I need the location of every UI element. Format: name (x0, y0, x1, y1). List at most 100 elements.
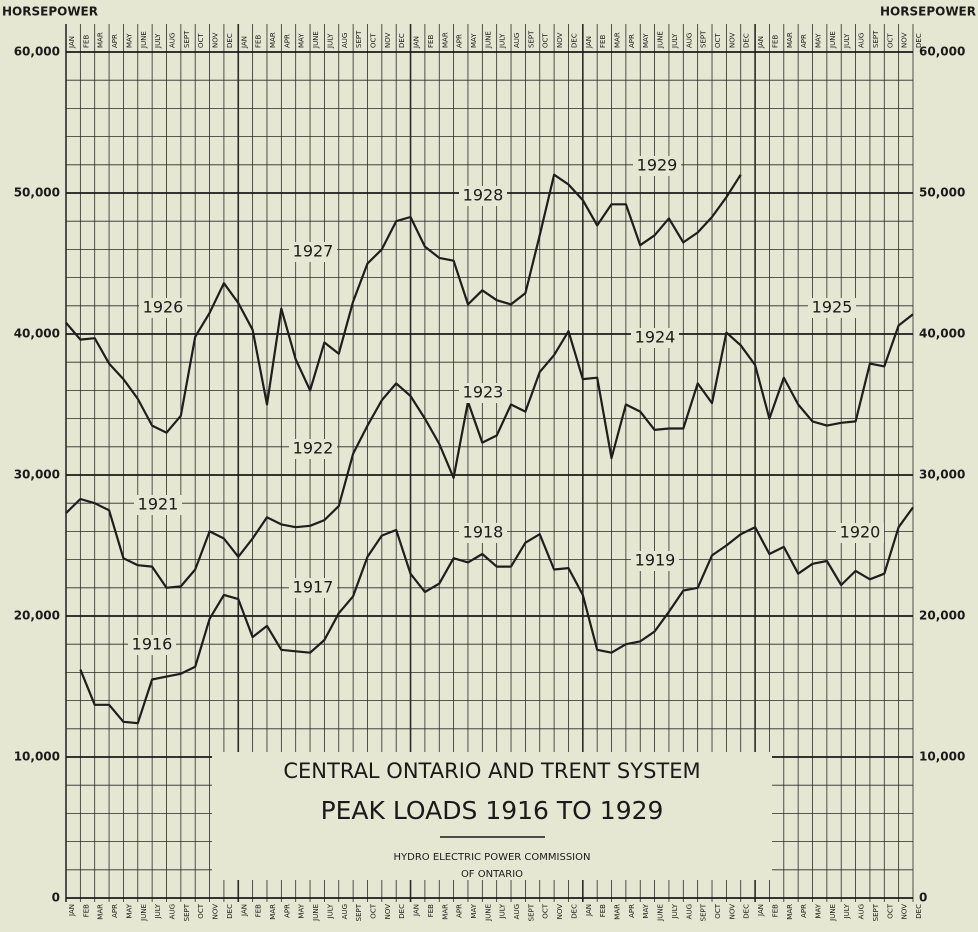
x-tick-label: SEPT (355, 903, 363, 921)
series-label-background (128, 635, 176, 655)
x-tick-label: OCT (369, 33, 377, 48)
y-tick-label: 0 (52, 891, 60, 905)
series-label: 1923 (463, 383, 504, 402)
x-tick-label: JUNE (484, 904, 492, 922)
x-tick-label: OCT (714, 33, 722, 48)
x-tick-label: JAN (757, 36, 765, 49)
series-label: 1918 (463, 523, 504, 542)
x-tick-label: JUNE (312, 31, 320, 49)
chart-subtitle: PEAK LOADS 1916 TO 1929 (321, 796, 664, 825)
x-tick-label: MAR (614, 904, 622, 920)
x-tick-label: JULY (326, 33, 334, 49)
x-tick-label: APR (111, 904, 119, 918)
y2-tick-label: 30,000 (919, 468, 965, 482)
y-tick-label: 30,000 (14, 468, 60, 482)
x-tick-label: SEPT (700, 903, 708, 921)
x-tick-label: JULY (499, 903, 507, 919)
x-tick-label: MAR (97, 904, 105, 920)
x-tick-label: DEC (398, 33, 406, 48)
x-tick-label: SEPT (872, 30, 880, 48)
x-tick-label: AUG (858, 904, 866, 919)
series-label-background (836, 523, 884, 543)
x-tick-label: JULY (843, 33, 851, 49)
x-tick-label: SEPT (527, 903, 535, 921)
x-tick-label: JUNE (829, 31, 837, 49)
source: HYDRO ELECTRIC POWER COMMISSION (394, 852, 591, 863)
x-tick-label: DEC (570, 904, 578, 919)
y-tick-label: 20,000 (14, 609, 60, 623)
series-label: 1920 (840, 523, 881, 542)
grid: JAN JAN FEB FEB MAR MAR APR APR MAY MAY JUNE JUNE JU… (14, 24, 965, 922)
x-tick-label: APR (456, 904, 464, 918)
x-tick-label: MAY (815, 903, 823, 918)
x-tick-label: OCT (369, 903, 377, 918)
x-tick-label: JULY (843, 903, 851, 919)
x-tick-label: FEB (82, 35, 90, 48)
x-tick-label: NOV (556, 904, 564, 920)
chart-title: CENTRAL ONTARIO AND TRENT SYSTEM (283, 759, 700, 783)
x-tick-label: DEC (570, 33, 578, 48)
x-tick-label: APR (628, 34, 636, 48)
x-tick-label: NOV (212, 32, 220, 48)
x-tick-label: JUNE (657, 31, 665, 49)
y-tick-label: 50,000 (14, 186, 60, 200)
x-tick-label: NOV (728, 32, 736, 48)
x-tick-label: SEPT (183, 903, 191, 921)
x-tick-label: MAY (298, 33, 306, 48)
x-tick-label: JULY (671, 903, 679, 919)
x-tick-label: JUNE (484, 31, 492, 49)
title-box: CENTRAL ONTARIO AND TRENT SYSTEM PEAK LO… (212, 752, 772, 880)
x-tick-label: FEB (82, 904, 90, 917)
series-label: 1924 (635, 328, 676, 347)
x-tick-label: NOV (384, 904, 392, 920)
load-line (79, 506, 914, 725)
x-tick-label: NOV (556, 32, 564, 48)
x-tick-label: MAY (470, 903, 478, 918)
series-label: 1928 (463, 186, 504, 205)
series-label: 1916 (132, 635, 173, 654)
x-tick-label: MAY (642, 33, 650, 48)
x-tick-label: AUG (168, 904, 176, 919)
x-tick-label: AUG (685, 904, 693, 919)
x-tick-label: APR (283, 904, 291, 918)
x-tick-label: JAN (757, 904, 765, 917)
series-label-background (631, 551, 679, 571)
source: OF ONTARIO (461, 869, 523, 880)
y2-tick-label: 50,000 (919, 186, 965, 200)
x-tick-label: MAR (786, 32, 794, 48)
x-tick-label: FEB (255, 35, 263, 48)
y2-tick-label: 60,000 (919, 45, 965, 59)
x-tick-label: MAR (441, 32, 449, 48)
y-tick-label: 10,000 (14, 750, 60, 764)
load-line (65, 313, 914, 589)
x-tick-label: FEB (427, 35, 435, 48)
x-tick-label: OCT (542, 903, 550, 918)
x-tick-label: MAY (298, 903, 306, 918)
x-tick-label: JUNE (140, 31, 148, 49)
x-tick-label: DEC (743, 904, 751, 919)
series-label: 1922 (293, 439, 334, 458)
marks (65, 173, 914, 725)
x-tick-label: AUG (341, 904, 349, 919)
x-tick-label: OCT (197, 33, 205, 48)
x-tick-label: MAY (815, 33, 823, 48)
x-tick-label: APR (628, 904, 636, 918)
x-tick-label: AUG (858, 33, 866, 48)
x-tick-label: JAN (585, 36, 593, 49)
x-tick-label: DEC (915, 904, 923, 919)
x-tick-label: NOV (384, 32, 392, 48)
x-tick-label: JULY (671, 33, 679, 49)
y2-axis-label: HORSEPOWER (880, 5, 976, 19)
x-tick-label: SEPT (700, 30, 708, 48)
series-label-background (633, 156, 681, 176)
x-tick-label: NOV (901, 904, 909, 920)
x-tick-label: MAY (470, 33, 478, 48)
x-tick-label: MAY (642, 903, 650, 918)
series-label-background (289, 439, 337, 459)
x-tick-label: OCT (886, 33, 894, 48)
x-tick-label: JULY (499, 33, 507, 49)
x-tick-label: SEPT (355, 30, 363, 48)
x-tick-label: MAR (269, 904, 277, 920)
x-tick-label: FEB (599, 904, 607, 917)
